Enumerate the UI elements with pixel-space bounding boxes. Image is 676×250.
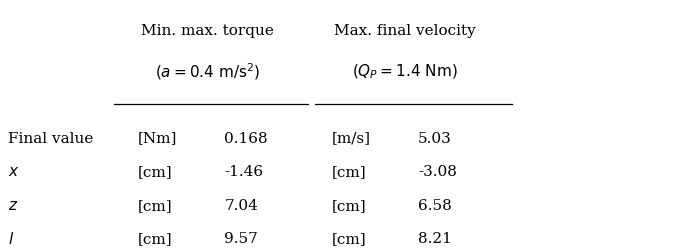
- Text: 9.57: 9.57: [224, 232, 258, 246]
- Text: [cm]: [cm]: [331, 199, 366, 213]
- Text: $x$: $x$: [7, 165, 19, 179]
- Text: [m/s]: [m/s]: [331, 132, 370, 145]
- Text: $l$: $l$: [7, 232, 14, 248]
- Text: [cm]: [cm]: [331, 165, 366, 179]
- Text: -1.46: -1.46: [224, 165, 264, 179]
- Text: -3.08: -3.08: [418, 165, 457, 179]
- Text: [cm]: [cm]: [138, 232, 172, 246]
- Text: 6.58: 6.58: [418, 199, 452, 213]
- Text: 7.04: 7.04: [224, 199, 258, 213]
- Text: $z$: $z$: [7, 199, 18, 213]
- Text: Max. final velocity: Max. final velocity: [334, 24, 476, 38]
- Text: $(Q_P = 1.4\ \mathrm{Nm})$: $(Q_P = 1.4\ \mathrm{Nm})$: [352, 62, 458, 80]
- Text: Min. max. torque: Min. max. torque: [141, 24, 274, 38]
- Text: Final value: Final value: [7, 132, 93, 145]
- Text: [Nm]: [Nm]: [138, 132, 177, 145]
- Text: 5.03: 5.03: [418, 132, 452, 145]
- Text: [cm]: [cm]: [138, 165, 172, 179]
- Text: $(a = 0.4\ \mathrm{m/s}^2)$: $(a = 0.4\ \mathrm{m/s}^2)$: [155, 61, 260, 82]
- Text: 0.168: 0.168: [224, 132, 268, 145]
- Text: 8.21: 8.21: [418, 232, 452, 246]
- Text: [cm]: [cm]: [331, 232, 366, 246]
- Text: [cm]: [cm]: [138, 199, 172, 213]
